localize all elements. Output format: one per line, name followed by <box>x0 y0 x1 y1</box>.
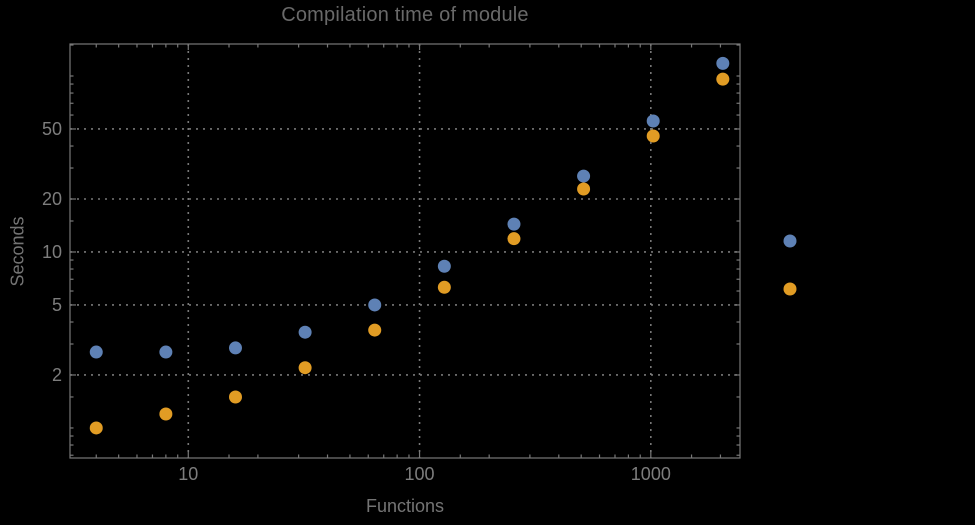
data-point-orange-series <box>716 72 730 86</box>
data-point-blue-series <box>159 345 173 359</box>
data-point-blue-series <box>228 341 242 355</box>
y-tick-label: 10 <box>42 242 62 262</box>
y-tick-label: 50 <box>42 119 62 139</box>
data-point-orange-series <box>228 390 242 404</box>
legend-marker-orange-series <box>783 282 797 296</box>
data-point-blue-series <box>646 114 660 128</box>
data-point-orange-series <box>89 421 103 435</box>
data-point-orange-series <box>577 182 591 196</box>
data-point-blue-series <box>577 169 591 183</box>
data-point-blue-series <box>89 345 103 359</box>
data-point-orange-series <box>507 232 521 246</box>
data-point-blue-series <box>298 325 312 339</box>
x-axis-label: Functions <box>365 496 445 516</box>
y-tick-label: 5 <box>52 295 62 315</box>
x-tick-label: 100 <box>405 464 435 484</box>
y-tick-label: 20 <box>42 189 62 209</box>
data-point-blue-series <box>507 217 521 231</box>
data-point-orange-series <box>646 129 660 143</box>
chart-title: Compilation time of module <box>281 4 529 26</box>
data-point-orange-series <box>298 361 312 375</box>
data-point-blue-series <box>716 56 730 70</box>
data-point-blue-series <box>437 259 451 273</box>
x-tick-label: 10 <box>178 464 198 484</box>
data-point-orange-series <box>437 280 451 294</box>
data-point-orange-series <box>368 323 382 337</box>
y-tick-label: 2 <box>52 365 62 385</box>
x-tick-label: 1000 <box>631 464 671 484</box>
data-point-orange-series <box>159 407 173 421</box>
legend-marker-blue-series <box>783 234 797 248</box>
plot-frame <box>69 43 741 459</box>
data-point-blue-series <box>368 298 382 312</box>
